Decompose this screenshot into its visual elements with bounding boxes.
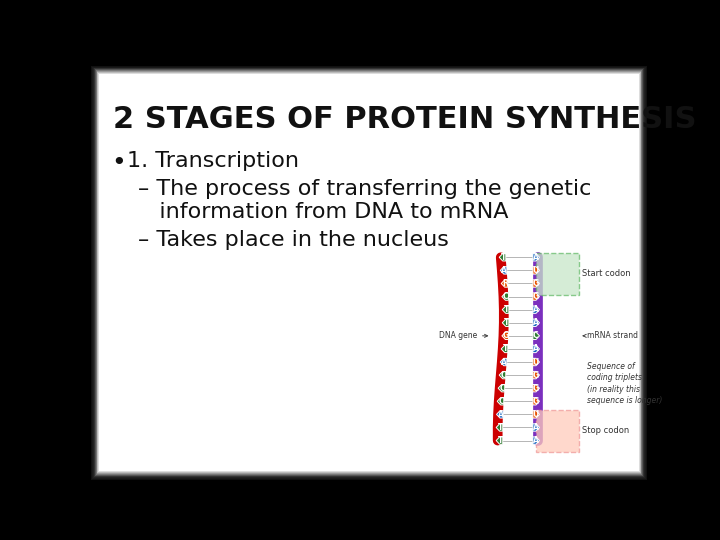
Text: Start codon: Start codon <box>582 269 631 278</box>
Polygon shape <box>500 267 507 274</box>
Text: DNA gene: DNA gene <box>438 332 487 340</box>
FancyBboxPatch shape <box>536 410 579 452</box>
Text: A: A <box>533 423 539 432</box>
Text: C: C <box>503 292 508 301</box>
Text: C: C <box>498 397 504 406</box>
Text: T: T <box>498 423 503 432</box>
Text: 2 STAGES OF PROTEIN SYNTHESIS: 2 STAGES OF PROTEIN SYNTHESIS <box>113 105 697 134</box>
Text: G: G <box>532 370 539 380</box>
Polygon shape <box>533 411 539 418</box>
Text: A: A <box>533 318 539 327</box>
Polygon shape <box>498 397 504 405</box>
Polygon shape <box>501 280 508 287</box>
Polygon shape <box>501 345 508 353</box>
Text: •: • <box>112 151 127 175</box>
Polygon shape <box>533 319 539 327</box>
Polygon shape <box>533 332 539 340</box>
Polygon shape <box>503 306 509 313</box>
Text: C: C <box>499 384 505 393</box>
Polygon shape <box>533 345 539 353</box>
Text: Stop codon: Stop codon <box>582 427 629 435</box>
Text: U: U <box>532 357 539 367</box>
Text: G: G <box>503 332 509 340</box>
Text: G: G <box>532 292 539 301</box>
Polygon shape <box>533 359 539 366</box>
Text: T: T <box>498 436 503 445</box>
Text: T: T <box>503 305 509 314</box>
Text: A: A <box>501 266 507 275</box>
Polygon shape <box>496 424 503 431</box>
Text: information from DNA to mRNA: information from DNA to mRNA <box>138 202 508 222</box>
Polygon shape <box>499 254 505 261</box>
Polygon shape <box>503 319 509 327</box>
Text: T: T <box>503 318 509 327</box>
Polygon shape <box>533 424 539 431</box>
Polygon shape <box>500 359 507 366</box>
Polygon shape <box>533 267 539 274</box>
Text: G: G <box>532 279 539 288</box>
Text: A: A <box>533 345 539 354</box>
Text: – The process of transferring the genetic: – The process of transferring the geneti… <box>138 179 591 199</box>
Text: T: T <box>500 253 506 262</box>
Text: T: T <box>503 345 508 354</box>
Text: 1. Transcription: 1. Transcription <box>127 151 300 171</box>
Polygon shape <box>533 397 539 405</box>
Text: U: U <box>532 410 539 419</box>
Text: A: A <box>501 357 507 367</box>
Text: mRNA strand: mRNA strand <box>583 332 638 340</box>
Polygon shape <box>533 254 539 261</box>
FancyBboxPatch shape <box>536 253 579 295</box>
Text: G: G <box>532 397 539 406</box>
Polygon shape <box>533 280 539 287</box>
Polygon shape <box>497 411 503 418</box>
Text: A: A <box>533 253 539 262</box>
Text: C: C <box>500 370 506 380</box>
Text: Sequence of
coding triplets
(in reality this
sequence is longer): Sequence of coding triplets (in reality … <box>587 362 662 406</box>
Polygon shape <box>533 384 539 392</box>
Text: U: U <box>532 266 539 275</box>
Polygon shape <box>498 384 505 392</box>
Text: G: G <box>532 384 539 393</box>
Polygon shape <box>533 306 539 313</box>
Polygon shape <box>533 293 539 300</box>
Text: A: A <box>533 436 539 445</box>
Text: – Takes place in the nucleus: – Takes place in the nucleus <box>138 231 449 251</box>
Text: A: A <box>533 305 539 314</box>
Polygon shape <box>533 437 539 444</box>
Polygon shape <box>502 293 508 300</box>
Text: R: R <box>503 279 508 288</box>
Polygon shape <box>496 437 503 444</box>
Polygon shape <box>533 372 539 379</box>
Polygon shape <box>502 332 508 340</box>
Polygon shape <box>499 372 505 379</box>
Text: A: A <box>498 410 503 419</box>
Text: C: C <box>533 332 539 340</box>
